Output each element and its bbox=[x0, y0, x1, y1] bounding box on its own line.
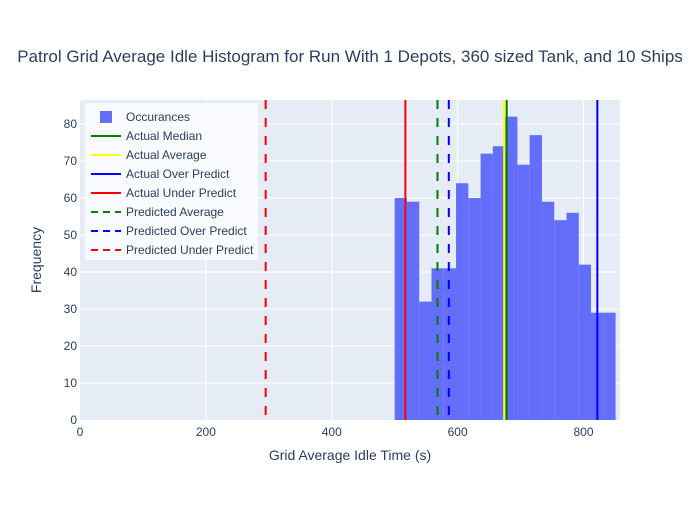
histogram-bar[interactable] bbox=[419, 301, 432, 420]
histogram-bar[interactable] bbox=[468, 198, 481, 420]
legend: Occurances Actual Median Actual Average Act… bbox=[85, 103, 258, 260]
reference-lines bbox=[264, 100, 599, 420]
y-tick-label: 60 bbox=[64, 191, 78, 205]
histogram-bar[interactable] bbox=[492, 146, 506, 420]
legend-label[interactable]: Predicted Average bbox=[126, 205, 224, 219]
y-tick-label: 10 bbox=[64, 376, 78, 390]
histogram-bar[interactable] bbox=[505, 116, 518, 420]
legend-box bbox=[85, 103, 258, 260]
histogram-bar[interactable] bbox=[443, 268, 457, 420]
histogram-bar[interactable] bbox=[529, 135, 542, 420]
histogram-bar[interactable] bbox=[541, 201, 555, 420]
histogram-bar[interactable] bbox=[578, 264, 592, 420]
legend-label[interactable]: Actual Average bbox=[126, 148, 207, 162]
legend-label[interactable]: Actual Under Predict bbox=[126, 186, 237, 200]
histogram-bar[interactable] bbox=[431, 268, 444, 420]
histogram-bar[interactable] bbox=[554, 220, 567, 420]
x-tick-label: 400 bbox=[322, 425, 342, 439]
legend-label[interactable]: Actual Over Predict bbox=[126, 167, 230, 181]
legend-swatch-bar bbox=[100, 111, 112, 123]
y-tick-label: 80 bbox=[64, 117, 78, 131]
histogram-bar[interactable] bbox=[480, 153, 493, 421]
histogram-bar[interactable] bbox=[517, 164, 530, 420]
histogram-bar[interactable] bbox=[456, 183, 469, 420]
x-tick-label: 0 bbox=[77, 425, 84, 439]
histogram-bar[interactable] bbox=[603, 312, 616, 420]
y-tick-label: 40 bbox=[64, 265, 78, 279]
legend-label[interactable]: Actual Median bbox=[126, 129, 202, 143]
y-tick-label: 30 bbox=[64, 302, 78, 316]
legend-label[interactable]: Predicted Under Predict bbox=[126, 243, 254, 257]
legend-label[interactable]: Predicted Over Predict bbox=[126, 224, 247, 238]
legend-label[interactable]: Occurances bbox=[126, 110, 190, 124]
x-tick-label: 200 bbox=[196, 425, 216, 439]
y-tick-label: 70 bbox=[64, 154, 78, 168]
x-tick-label: 800 bbox=[573, 425, 593, 439]
y-tick-label: 20 bbox=[64, 339, 78, 353]
histogram-bars bbox=[394, 116, 616, 421]
chart-title: Patrol Grid Average Idle Histogram for R… bbox=[17, 47, 683, 66]
x-axis-title: Grid Average Idle Time (s) bbox=[269, 447, 431, 463]
y-tick-label: 0 bbox=[70, 413, 77, 427]
histogram-bar[interactable] bbox=[394, 198, 407, 420]
y-tick-label: 50 bbox=[64, 228, 78, 242]
x-tick-label: 600 bbox=[448, 425, 468, 439]
histogram-bar[interactable] bbox=[406, 201, 420, 420]
y-axis-title: Frequency bbox=[28, 227, 44, 293]
histogram-bar[interactable] bbox=[566, 212, 579, 420]
